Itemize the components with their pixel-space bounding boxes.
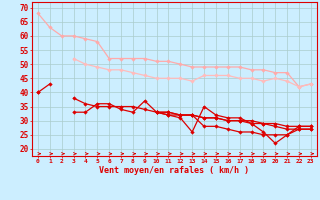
- X-axis label: Vent moyen/en rafales ( km/h ): Vent moyen/en rafales ( km/h ): [100, 166, 249, 175]
